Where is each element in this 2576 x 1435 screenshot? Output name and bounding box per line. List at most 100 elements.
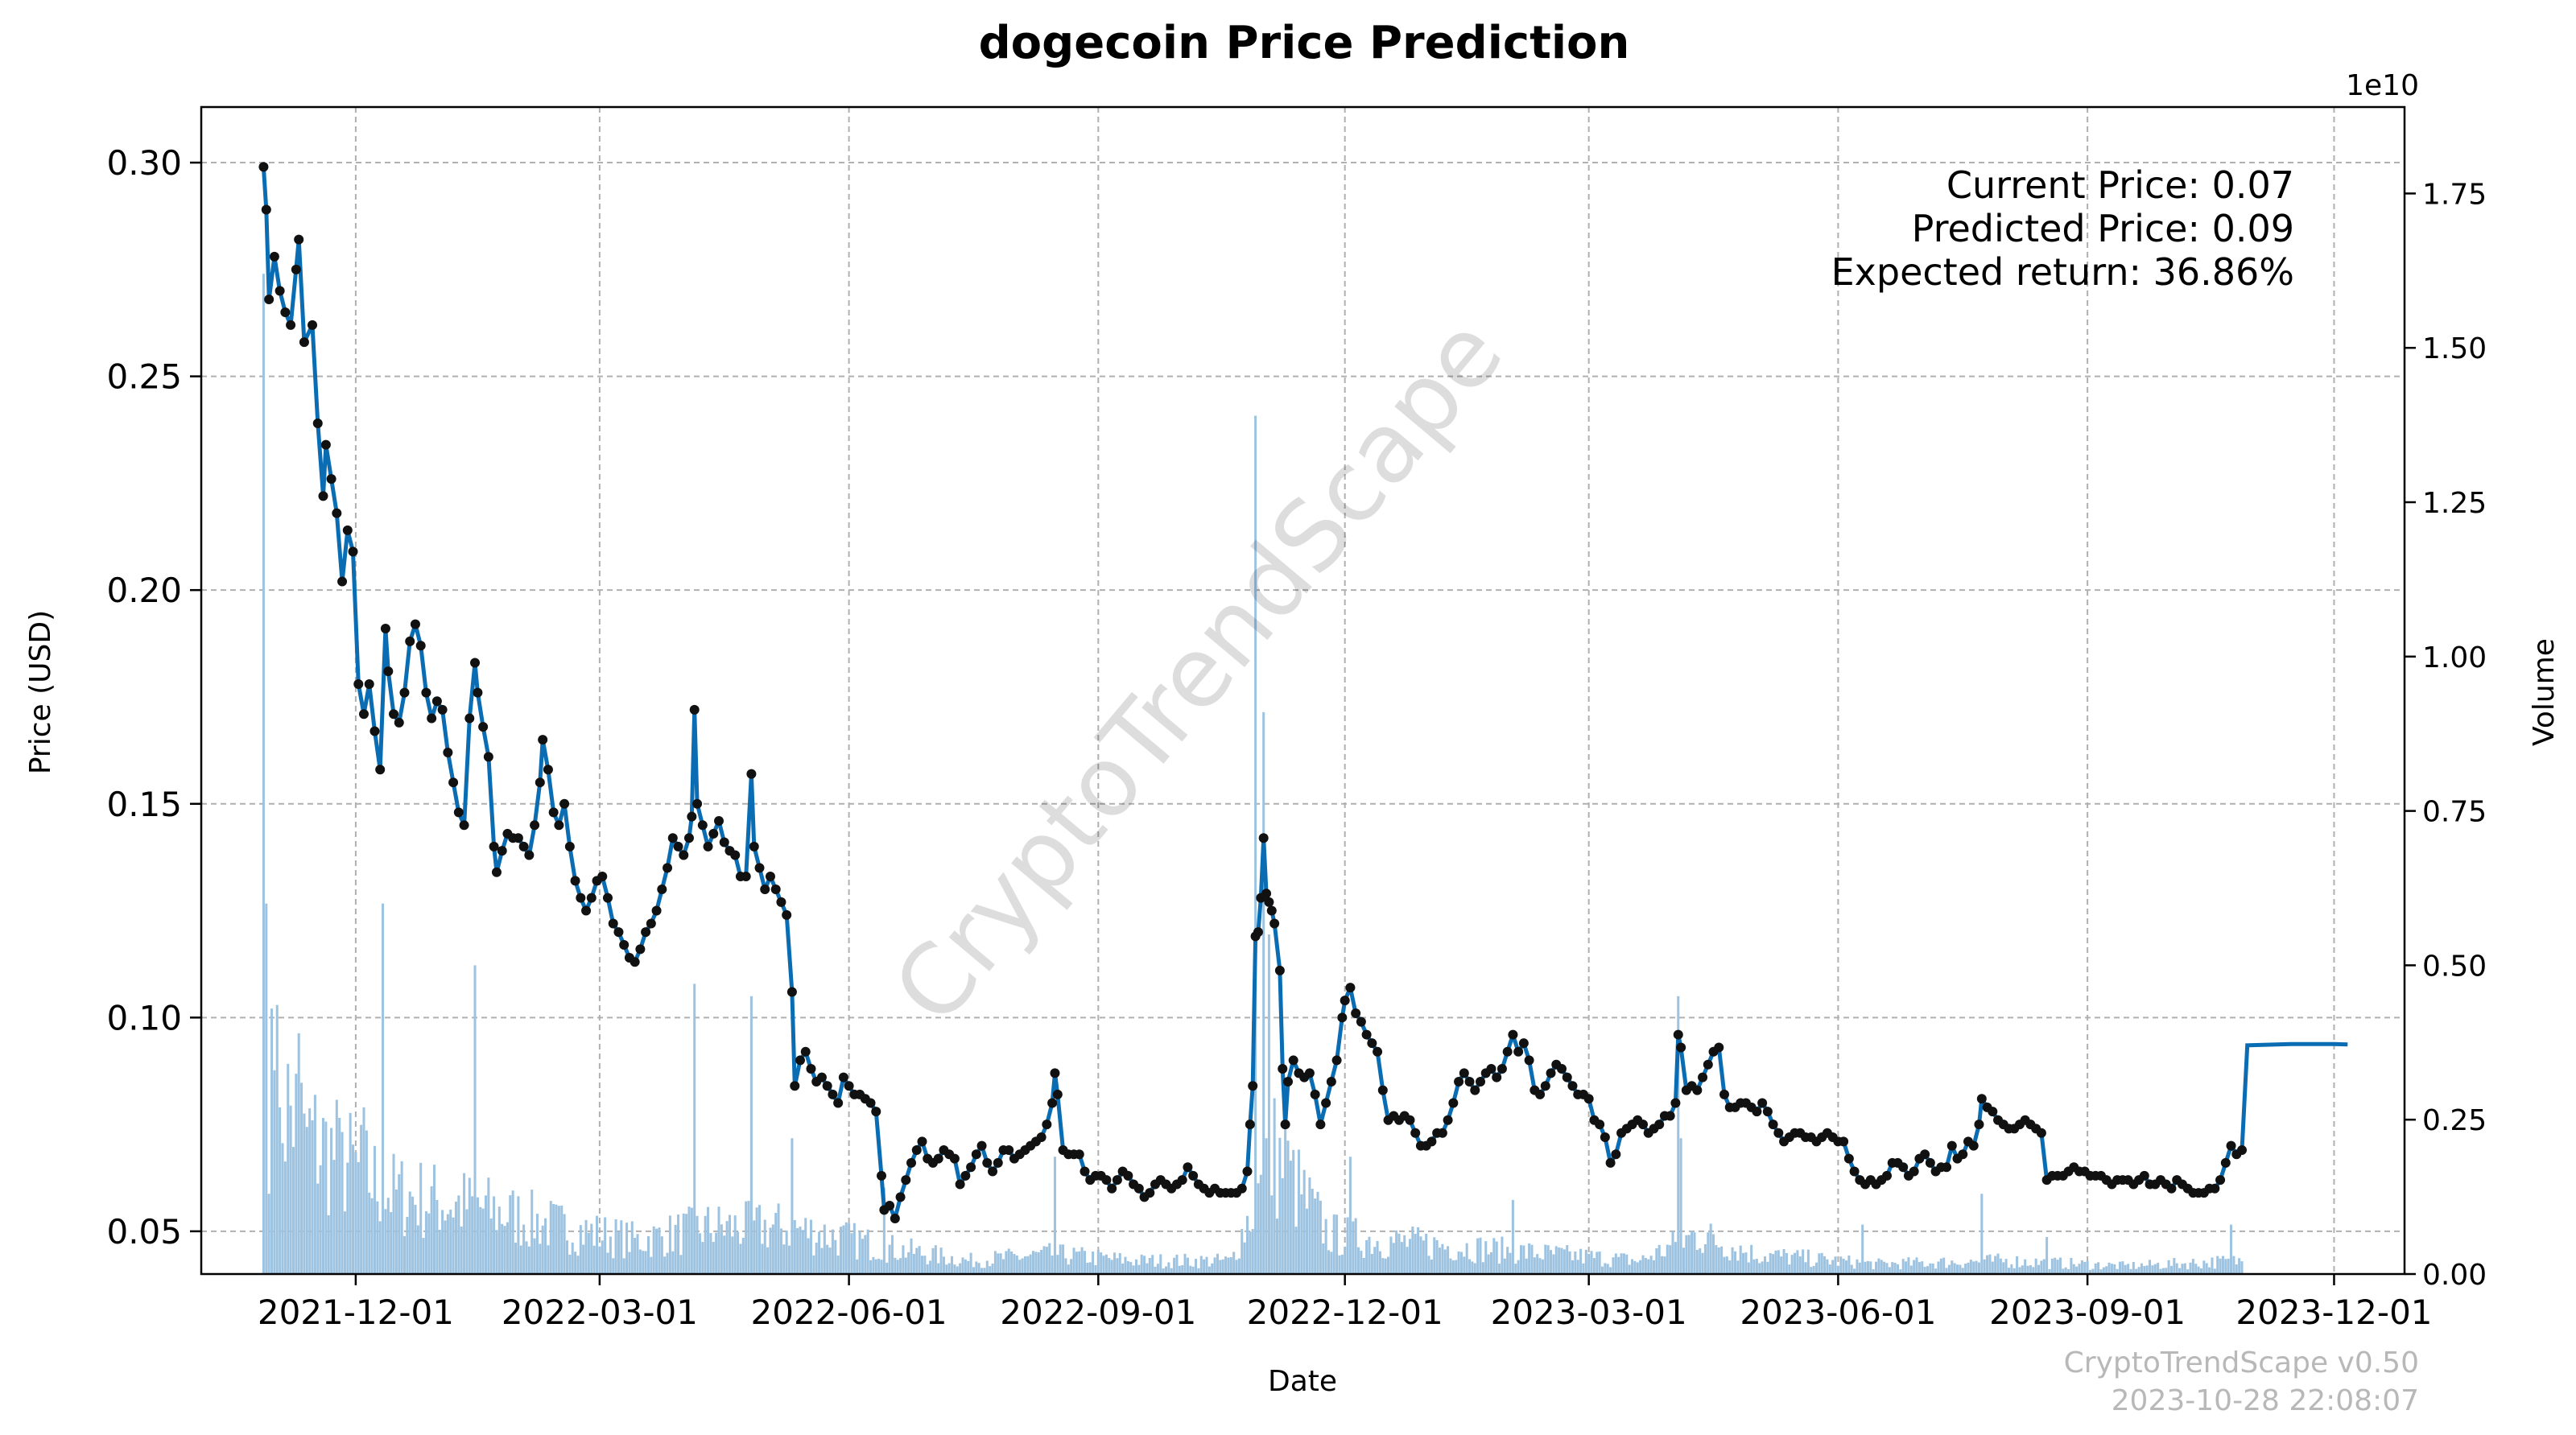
price-point-26 [389,709,399,720]
volume-bar-351 [1213,1257,1216,1274]
volume-bar-705 [2173,1258,2176,1274]
volume-bar-565 [1794,1252,1797,1274]
volume-bar-563 [1788,1264,1791,1274]
volume-bar-437 [1447,1246,1450,1274]
volume-bar-300 [1075,1252,1078,1274]
volume-bar-256 [956,1266,959,1274]
volume-bar-57 [416,1225,419,1274]
volume-bar-288 [1042,1246,1046,1274]
price-point-153 [1050,1068,1060,1078]
predicted-price-annotation: Predicted Price: 0.09 [1912,207,2294,250]
volume-bar-154 [679,1255,683,1274]
volume-bar-130 [614,1219,617,1274]
price-point-167 [1123,1170,1133,1181]
volume-bar-704 [2169,1265,2173,1274]
volume-bar-218 [852,1223,856,1274]
volume-bar-191 [779,1228,782,1274]
volume-bar-379 [1289,1161,1292,1274]
volume-bar-67 [444,1220,447,1274]
volume-bar-576 [1823,1256,1827,1274]
volume-bar-149 [666,1252,669,1274]
volume-bar-677 [2097,1262,2100,1274]
price-point-137 [966,1162,976,1173]
volume-bar-55 [411,1196,415,1274]
price-point-163 [1101,1175,1112,1186]
volume-bar-720 [2213,1268,2216,1274]
volume-bar-54 [408,1191,411,1274]
volume-bar-591 [1864,1261,1867,1274]
price-point-150 [1036,1132,1046,1143]
price-point-379 [2226,1140,2236,1151]
price-point-292 [1757,1098,1768,1108]
volume-bar-432 [1433,1237,1436,1274]
volume-bar-725 [2227,1258,2230,1274]
volume-bar-119 [584,1219,588,1274]
price-point-67 [602,893,613,903]
price-point-111 [828,1089,838,1099]
volume-bar-549 [1750,1244,1753,1274]
price-point-76 [651,905,662,916]
price-point-276 [1673,1029,1683,1040]
price-point-99 [765,872,775,882]
volume-bar-91 [509,1195,512,1274]
volume-bar-69 [449,1209,452,1274]
volume-bar-597 [1880,1260,1883,1274]
volume-bar-81 [481,1208,485,1274]
price-point-136 [960,1170,971,1181]
volume-bar-252 [945,1264,948,1274]
x-tick-label-0: 2021-12-01 [258,1293,454,1332]
volume-bar-444 [1465,1243,1468,1274]
price-point-6 [286,320,296,330]
volume-bar-371 [1267,934,1270,1274]
volume-bar-560 [1780,1256,1783,1274]
volume-bar-196 [793,1219,796,1274]
volume-bar-569 [1804,1262,1807,1274]
volume-bar-553 [1761,1261,1764,1274]
volume-bar-354 [1221,1259,1224,1274]
volume-bar-342 [1189,1265,1192,1274]
price-point-36 [443,748,453,758]
price-point-243 [1496,1064,1507,1074]
price-point-16 [337,576,348,587]
volume-bar-574 [1818,1253,1821,1274]
price-point-8 [294,234,304,245]
volume-bar-419 [1397,1233,1401,1274]
price-point-3 [269,251,279,262]
volume-bar-707 [2178,1268,2182,1274]
volume-bar-414 [1384,1258,1387,1274]
volume-bar-36 [360,1124,363,1274]
volume-bar-265 [980,1268,984,1274]
volume-bar-610 [1915,1257,1918,1274]
volume-bar-113 [568,1254,572,1274]
price-point-309 [1849,1166,1860,1177]
volume-bar-16 [305,1127,308,1274]
price-point-52 [524,850,535,860]
volume-bar-92 [511,1190,514,1274]
volume-bar-524 [1682,1247,1686,1274]
volume-bar-139 [638,1249,642,1274]
volume-bar-449 [1479,1237,1482,1274]
volume-bar-228 [880,1260,883,1274]
volume-bar-453 [1489,1252,1492,1274]
price-point-318 [1898,1162,1909,1173]
volume-bar-21 [319,1165,322,1274]
volume-bar-434 [1438,1247,1442,1274]
volume-bar-30 [343,1211,346,1274]
price-point-60 [564,841,575,852]
price-point-39 [459,820,469,831]
volume-bar-726 [2230,1224,2233,1274]
price-point-239 [1476,1076,1486,1087]
volume-bar-618 [1937,1261,1940,1274]
volume-bar-203 [812,1255,815,1274]
volume-bar-152 [674,1224,677,1274]
price-point-100 [770,884,781,894]
volume-bar-505 [1631,1259,1634,1274]
volume-bar-301 [1078,1251,1081,1274]
volume-bar-249 [937,1263,940,1274]
volume-bar-43 [378,1221,382,1274]
volume-bar-364 [1249,1231,1252,1274]
volume-bar-619 [1939,1258,1942,1274]
volume-bar-687 [2124,1264,2127,1274]
price-point-37 [448,777,459,788]
volume-bar-331 [1159,1254,1162,1274]
